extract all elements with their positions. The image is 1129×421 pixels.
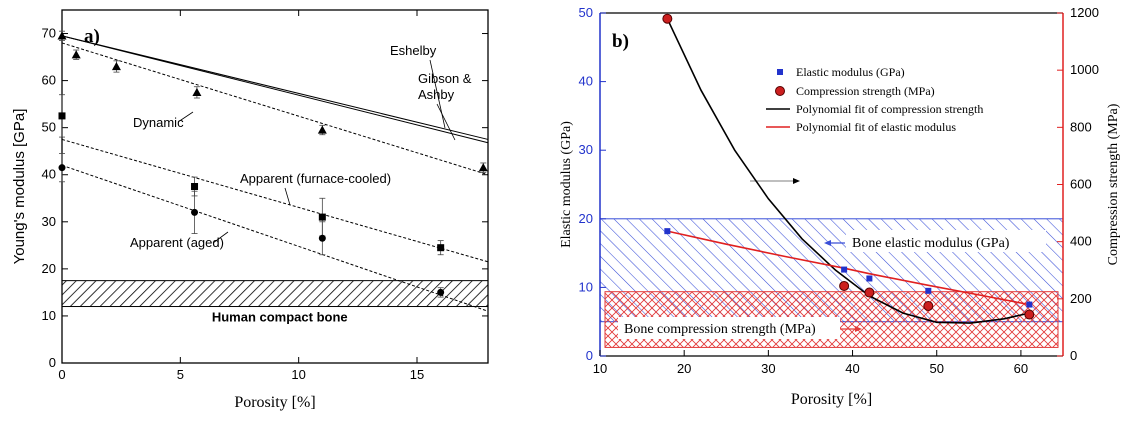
y-tick-label-b: 30 <box>579 142 593 157</box>
data-point-triangle <box>317 125 327 134</box>
y-right-tick-label-b: 800 <box>1070 119 1092 134</box>
chart-panel-a: Human compact bone 0 5 10 15 0 10 20 30 40 50 60 70 E… <box>11 9 489 411</box>
annotation-label: Gibson & <box>418 71 472 86</box>
y-tick-label-b: 10 <box>579 279 593 294</box>
band-arrowhead-elastic <box>824 240 831 246</box>
x-tick-label-a: 15 <box>410 367 424 382</box>
data-point-square <box>58 112 66 120</box>
x-axis-label-b: Porosity [%] <box>791 391 872 408</box>
band-label: Human compact bone <box>212 310 348 325</box>
data-point-circle <box>191 208 199 216</box>
compression-strength-point <box>923 300 934 311</box>
data-point-triangle <box>111 61 121 71</box>
fit-line-apparent-aged- <box>61 164 489 312</box>
fit-line-apparent-furnace-cooled- <box>61 138 489 263</box>
data-point-circle <box>318 234 326 242</box>
annotation-leader <box>212 231 229 244</box>
x-tick-label-a: 10 <box>291 367 305 382</box>
elastic-modulus-point <box>866 275 873 282</box>
data-point-triangle <box>57 31 67 40</box>
data-point-triangle <box>71 50 81 59</box>
annotation-leader <box>177 111 194 123</box>
elastic-modulus-point <box>664 228 671 235</box>
fit-elastic-modulus <box>667 230 1030 306</box>
y-tick-label-a: 30 <box>42 214 56 229</box>
y-tick-label-a: 0 <box>49 355 56 370</box>
x-axis-label-a: Porosity [%] <box>234 394 315 411</box>
fit-line-dynamic <box>61 42 489 176</box>
y-tick-label-a: 50 <box>42 120 56 135</box>
data-point-triangle <box>478 163 488 172</box>
chart-panel-b: Bone elastic modulus (GPa) Bone compressi… <box>559 5 1121 408</box>
compression-strength-point <box>839 280 850 291</box>
annotation-leader <box>429 59 446 129</box>
annotation-leader <box>436 103 456 141</box>
x-tick-label-b: 30 <box>761 361 775 376</box>
y-tick-label-a: 40 <box>42 167 56 182</box>
fit-line-gibson-ashby <box>61 35 489 144</box>
fit-line-eshelby <box>61 35 489 140</box>
y-tick-label-b: 50 <box>579 5 593 20</box>
x-tick-label-b: 50 <box>929 361 943 376</box>
data-point-triangle <box>192 87 202 96</box>
annotation-label: Dynamic <box>133 115 184 130</box>
panel-label-b: b) <box>612 31 629 52</box>
y-right-tick-label-b: 600 <box>1070 177 1092 192</box>
legend-label-compression: Compression strength (MPa) <box>796 84 935 98</box>
y-tick-label-b: 20 <box>579 211 593 226</box>
legend-label-fit-elastic: Polynomial fit of elastic modulus <box>796 120 956 134</box>
band-label-elastic: Bone elastic modulus (GPa) <box>852 236 1010 251</box>
x-tick-label-b: 10 <box>593 361 607 376</box>
data-point-circle <box>437 288 445 296</box>
legend-label-elastic: Elastic modulus (GPa) <box>796 65 905 79</box>
data-point-square <box>191 183 199 190</box>
annotation-label: Eshelby <box>390 43 437 58</box>
panel-label-a: a) <box>84 26 100 47</box>
fit-compression-strength <box>666 18 1030 324</box>
y-tick-label-a: 70 <box>42 26 56 41</box>
annotation-leader <box>284 187 291 206</box>
legend-marker-compression <box>775 86 785 96</box>
band-label-compression: Bone compression strength (MPa) <box>624 322 816 337</box>
y-tick-label-b: 0 <box>586 348 593 363</box>
plot-frame-a <box>61 9 489 364</box>
axis-indicator-arrowhead <box>793 178 800 184</box>
annotation-label: Apparent (furnace-cooled) <box>240 171 391 186</box>
y-axis-label-a: Young's modulus [GPa] <box>11 109 28 265</box>
x-tick-label-a: 0 <box>58 367 65 382</box>
data-point-square <box>318 213 326 221</box>
annotation-label: Apparent (aged) <box>130 235 224 250</box>
legend-marker-elastic <box>777 69 783 75</box>
compression-strength-point <box>864 287 875 298</box>
y-axis-label-b: Elastic modulus (GPa) <box>559 121 574 248</box>
elastic-modulus-point <box>1026 301 1033 308</box>
compression-strength-point <box>1024 309 1035 320</box>
legend-label-fit-compression: Polynomial fit of compression strength <box>796 102 983 116</box>
x-tick-label-b: 60 <box>1014 361 1028 376</box>
band-label-bg <box>618 317 840 339</box>
compression-strength-point <box>662 13 673 24</box>
y-right-tick-label-b: 200 <box>1070 291 1092 306</box>
y-right-tick-label-b: 0 <box>1070 348 1077 363</box>
x-tick-label-a: 5 <box>177 367 184 382</box>
data-point-circle <box>58 164 66 172</box>
annotation-label: Ashby <box>418 87 455 102</box>
y-right-tick-label-b: 1000 <box>1070 62 1099 77</box>
y-tick-label-a: 10 <box>42 308 56 323</box>
band-arrowhead-compression <box>855 326 862 332</box>
elastic-modulus-point <box>841 266 848 273</box>
y-right-tick-label-b: 1200 <box>1070 5 1099 20</box>
elastic-modulus-point <box>925 287 932 294</box>
band-label-bg <box>846 230 1046 252</box>
bone-band <box>61 280 489 308</box>
data-point-square <box>437 244 445 252</box>
y-tick-label-a: 20 <box>42 261 56 276</box>
y-tick-label-b: 40 <box>579 74 593 89</box>
y-right-axis-label-b: Compression strength (MPa) <box>1106 103 1121 265</box>
x-tick-label-b: 40 <box>845 361 859 376</box>
y-tick-label-a: 60 <box>42 73 56 88</box>
x-tick-label-b: 20 <box>677 361 691 376</box>
y-right-tick-label-b: 400 <box>1070 234 1092 249</box>
